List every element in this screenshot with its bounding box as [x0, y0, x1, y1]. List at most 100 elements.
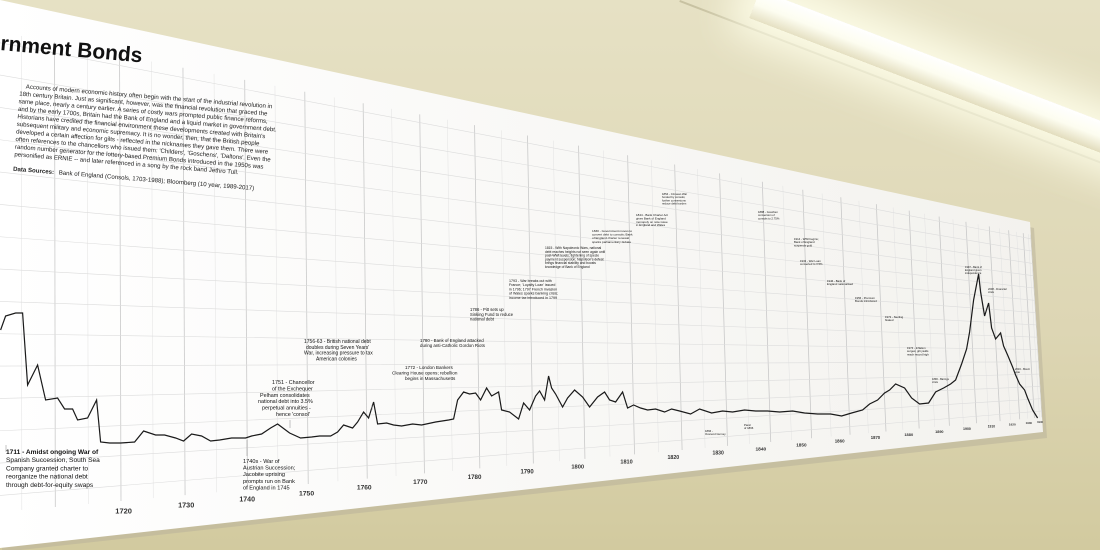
annotation-1972: 1972 - Sterling floated — [885, 315, 904, 322]
annotation-2016: 2016 - Brexit vote — [1015, 367, 1030, 374]
x-axis-year-label: 1920 — [1009, 423, 1016, 427]
x-axis-year-label: 1910 — [988, 425, 996, 429]
grid-vertical-line — [447, 119, 453, 471]
grid-vertical-line — [54, 42, 56, 507]
grid-vertical-line — [578, 145, 586, 459]
annotation-1854: 1854 - Crimean War funded by consols; fu… — [662, 192, 688, 206]
annotation-1888: 1888 - Goschen conversion of consols to … — [758, 210, 780, 220]
grid-horizontal-line — [0, 170, 1035, 289]
grid-vertical-line — [501, 130, 508, 466]
annotation-1780: 1780 - Bank of England attacked during a… — [420, 338, 486, 348]
grid-horizontal-line — [0, 203, 1035, 301]
grid-horizontal-line — [0, 373, 1040, 400]
x-axis-year-label: 1880 — [904, 432, 914, 437]
annotation-1830: 1830 - Government moves to convert debt … — [592, 229, 633, 244]
poster-board — [0, 0, 1043, 548]
x-axis-year-label: 1850 — [796, 442, 807, 447]
grid-horizontal-line — [0, 268, 1037, 326]
grid-vertical-line — [908, 210, 920, 429]
grid-horizontal-line — [0, 333, 1038, 350]
grid-vertical-line — [924, 213, 935, 428]
grid-vertical-line — [304, 91, 309, 484]
grid-vertical-line — [1027, 234, 1040, 418]
annotation-1946: 1946 - Bank of England nationalised — [827, 279, 853, 286]
grid-horizontal-line — [0, 72, 1032, 252]
grid-vertical-line — [782, 185, 792, 441]
grid-vertical-line — [840, 197, 851, 435]
grid-horizontal-line — [0, 386, 1041, 432]
annotation-ticks — [5, 405, 373, 456]
annotation-1914: 1914 - WWI begins; Bank of England suspe… — [794, 237, 819, 247]
grid-vertical-line — [87, 48, 89, 504]
annotation-1997: 1997 - Bank of England given independenc… — [965, 265, 983, 275]
grid-horizontal-lines — [0, 40, 1042, 497]
x-axis-year-label: 1800 — [571, 465, 584, 471]
x-axis-year-label: 1820 — [667, 455, 679, 461]
annotation-1786: 1786 - Pitt sets up Sinking Fund to redu… — [470, 307, 514, 322]
grid-vertical-line — [988, 226, 1001, 422]
grid-horizontal-line — [0, 300, 1038, 338]
annotation-2008: 2008 - Financial crisis — [988, 287, 1007, 294]
grid-horizontal-line — [0, 105, 1033, 264]
annotation-1866b: Panic of 1866 — [744, 423, 754, 430]
x-axis-year-label: 1760 — [357, 485, 372, 492]
grid-vertical-line — [761, 181, 772, 442]
grid-vertical-line — [119, 55, 122, 501]
x-axis-year-label: 1720 — [115, 507, 132, 516]
annotation-1866: 1866 - Overend Gurney — [705, 429, 726, 436]
x-axis-year-label: 1840 — [755, 446, 766, 452]
x-axis-year-label: 1730 — [178, 500, 194, 509]
x-axis-year-label: 1870 — [871, 435, 881, 440]
grid-horizontal-line — [0, 398, 1041, 465]
annotation-1756: 1756-63 - British national debt doubles … — [304, 339, 374, 362]
annotation-1844: 1844 - Bank Charter Act gives Bank of En… — [636, 213, 669, 227]
grid-vertical-line — [938, 216, 950, 426]
grid-vertical-line — [333, 97, 339, 482]
x-axis-year-label: 1930 — [1026, 421, 1033, 425]
grid-horizontal-line — [0, 361, 1039, 367]
x-axis-year-label: 1940 — [1037, 420, 1043, 424]
annotation-1711: 1711 - Amidst ongoing War of Spanish Suc… — [6, 449, 102, 489]
x-axis-year-label: 1750 — [299, 490, 314, 497]
grid-vertical-line — [697, 168, 706, 448]
annotation-1815: 1815 - With Napoleonic Wars, national de… — [545, 246, 606, 269]
grid-vertical-line — [419, 114, 425, 474]
grid-vertical-line — [740, 177, 750, 444]
grid-vertical-line — [802, 189, 813, 439]
grid-vertical-line — [977, 224, 990, 423]
grid-vertical-line — [674, 164, 683, 451]
annotation-1793: 1793 - War breaks out with France; 'Loya… — [509, 279, 559, 300]
x-axis-year-label: 1830 — [713, 451, 724, 457]
grid-vertical-line — [553, 140, 560, 462]
annotation-1890: 1890 - Barings crisis — [932, 377, 950, 384]
x-axis-year-label: 1740 — [239, 496, 255, 503]
grid-vertical-line — [651, 159, 659, 453]
x-axis-year-label: 1770 — [413, 479, 428, 486]
grid-vertical-line — [719, 173, 728, 446]
x-axis-year-label: 1890 — [935, 430, 943, 434]
grid-vertical-line — [244, 79, 248, 490]
annotation-1956: 1956 - Premium Bonds introduced — [855, 296, 877, 303]
grid-vertical-line — [952, 219, 964, 425]
x-axis-year-label: 1790 — [520, 470, 534, 476]
grid-vertical-line — [213, 73, 217, 493]
grid-vertical-line — [892, 207, 904, 430]
grid-vertical-line — [1016, 231, 1029, 419]
grid-vertical-line — [182, 67, 186, 496]
grid-horizontal-line — [0, 137, 1034, 276]
grid-horizontal-line — [0, 40, 1032, 240]
grid-vertical-line — [999, 228, 1011, 421]
annotation-1772: 1772 - London Bankers Clearing House ope… — [392, 365, 459, 381]
yield-line — [0, 273, 1039, 444]
annotation-1740: 1740s - War of Austrian Succession; Jaco… — [243, 459, 297, 491]
grid-vertical-lines — [21, 35, 1043, 511]
annotation-1751: 1751 - Chancellor of the Exchequer Pelha… — [258, 380, 316, 418]
grid-vertical-line — [1022, 233, 1035, 419]
grid-vertical-line — [603, 150, 611, 457]
annotation-1974: 1974 - Inflation surges; gilt yields rea… — [907, 346, 929, 356]
x-axis-year-label: 1810 — [620, 460, 632, 466]
x-axis-year-labels: 1720 1730 1740 1750 1760 1770 1780 1790 1800 1810… — [0, 0, 1044, 516]
x-axis-year-label: 1950 — [0, 0, 3, 1]
annotations: 1711 - Amidst ongoing War of Spanish Suc… — [6, 192, 1030, 491]
